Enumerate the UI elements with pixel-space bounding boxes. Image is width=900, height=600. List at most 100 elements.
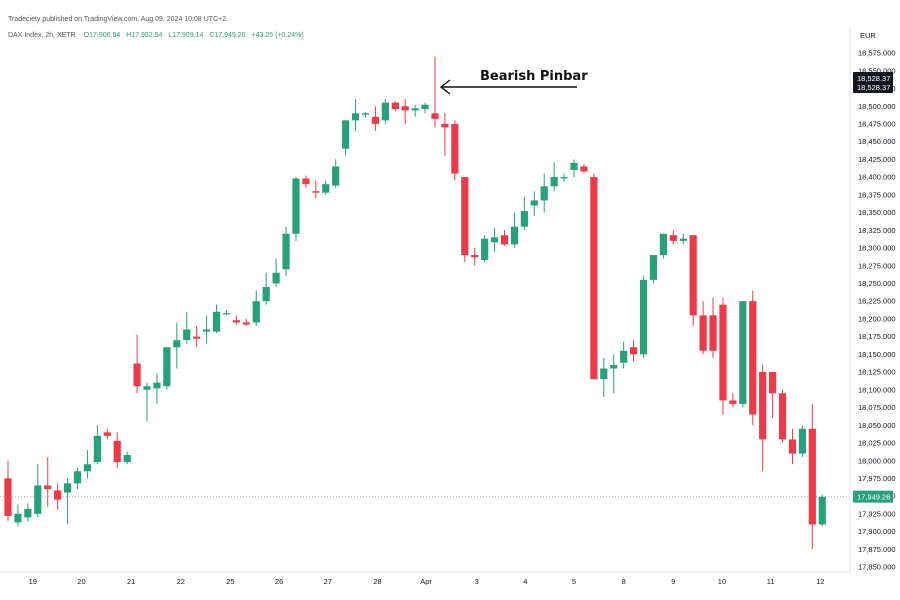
candle[interactable] <box>649 255 658 284</box>
candle[interactable] <box>540 173 548 213</box>
candle[interactable] <box>778 389 787 443</box>
candle[interactable] <box>411 104 419 117</box>
candle[interactable] <box>44 457 52 507</box>
candle[interactable] <box>739 301 747 408</box>
candle[interactable] <box>481 235 489 263</box>
candle[interactable] <box>639 276 648 358</box>
price-tag-2-text: 18,528.37 <box>857 83 890 92</box>
candle[interactable] <box>620 341 628 369</box>
time-tick-label: 26 <box>275 577 283 586</box>
candle[interactable] <box>232 315 240 325</box>
candle[interactable] <box>173 322 181 369</box>
candle[interactable] <box>560 173 568 183</box>
candle[interactable] <box>798 425 806 458</box>
candle[interactable] <box>520 196 528 231</box>
candle[interactable] <box>361 111 370 118</box>
candle[interactable] <box>183 311 191 344</box>
candle[interactable] <box>550 162 558 192</box>
candle[interactable] <box>629 340 638 362</box>
candle[interactable] <box>93 425 101 465</box>
candle[interactable] <box>4 460 12 521</box>
candle[interactable] <box>272 258 280 287</box>
candle[interactable] <box>600 357 608 397</box>
candle[interactable] <box>312 180 320 199</box>
candle[interactable] <box>83 450 92 479</box>
candle-body <box>391 102 399 110</box>
candle[interactable] <box>381 99 389 124</box>
candle[interactable] <box>570 159 578 178</box>
candle[interactable] <box>222 310 231 316</box>
candle[interactable] <box>659 233 667 259</box>
candles[interactable] <box>4 56 826 550</box>
candle[interactable] <box>262 272 270 305</box>
candle[interactable] <box>24 503 32 522</box>
candle-body <box>520 211 528 227</box>
candle-body <box>769 372 777 394</box>
candle[interactable] <box>302 175 310 188</box>
candle[interactable] <box>699 301 707 355</box>
candle[interactable] <box>14 504 22 527</box>
candle[interactable] <box>113 432 121 468</box>
candle[interactable] <box>193 325 201 348</box>
candle[interactable] <box>54 483 62 511</box>
candle[interactable] <box>252 290 260 326</box>
candle-body <box>183 329 191 341</box>
candle[interactable] <box>490 228 499 252</box>
candle[interactable] <box>421 102 429 114</box>
candle[interactable] <box>103 428 111 440</box>
candle[interactable] <box>212 304 221 334</box>
candle[interactable] <box>351 99 360 131</box>
candle-body <box>471 255 479 258</box>
candle[interactable] <box>292 177 300 241</box>
candle[interactable] <box>729 393 737 408</box>
candle[interactable] <box>163 347 171 390</box>
candle[interactable] <box>282 226 290 277</box>
candle-body <box>24 508 32 518</box>
candle[interactable] <box>679 233 687 245</box>
candle[interactable] <box>510 212 519 248</box>
candle-body <box>421 104 429 110</box>
time-axis[interactable]: 19 20 21 22 25 26 27 28 Apr 3 4 5 8 9 10 11 12 <box>0 571 850 586</box>
candle[interactable] <box>431 56 439 128</box>
candle[interactable] <box>749 290 757 426</box>
candle[interactable] <box>709 297 717 358</box>
candle[interactable] <box>461 177 469 263</box>
candle[interactable] <box>441 113 449 156</box>
candle[interactable] <box>73 467 82 490</box>
candle[interactable] <box>788 428 797 465</box>
price-tag-1: 18,528.37 <box>853 72 893 84</box>
candle[interactable] <box>401 99 409 124</box>
candle[interactable] <box>371 106 380 131</box>
candle[interactable] <box>471 247 479 266</box>
candle[interactable] <box>530 191 538 217</box>
candle[interactable] <box>391 101 399 112</box>
candle[interactable] <box>342 120 350 156</box>
candle[interactable] <box>580 164 588 174</box>
candle[interactable] <box>769 372 777 419</box>
candle[interactable] <box>451 120 459 181</box>
candle-body <box>351 113 360 121</box>
candle[interactable] <box>719 297 727 415</box>
price-tick-label: 18,300.000 <box>858 244 896 253</box>
candle[interactable] <box>590 173 598 380</box>
candle[interactable] <box>332 159 340 188</box>
candle[interactable] <box>610 354 618 394</box>
candle[interactable] <box>133 334 141 394</box>
candle[interactable] <box>689 235 697 326</box>
candle[interactable] <box>143 382 151 422</box>
candle[interactable] <box>669 230 677 245</box>
candle[interactable] <box>63 478 72 525</box>
candle[interactable] <box>242 318 250 326</box>
candle[interactable] <box>500 230 509 246</box>
symbol-legend[interactable]: DAX Index, 2h, XETR O17,906.54 H17,952.5… <box>8 32 304 39</box>
candle[interactable] <box>322 180 330 195</box>
candle[interactable] <box>153 373 161 404</box>
candle[interactable] <box>818 494 826 526</box>
candle[interactable] <box>203 315 211 344</box>
price-axis[interactable]: EUR 17,850.000 17,875.000 17,900.000 17,925… <box>849 28 896 572</box>
candle[interactable] <box>123 451 131 465</box>
candle[interactable] <box>34 464 42 518</box>
candle[interactable] <box>808 403 816 550</box>
candle[interactable] <box>759 364 767 472</box>
